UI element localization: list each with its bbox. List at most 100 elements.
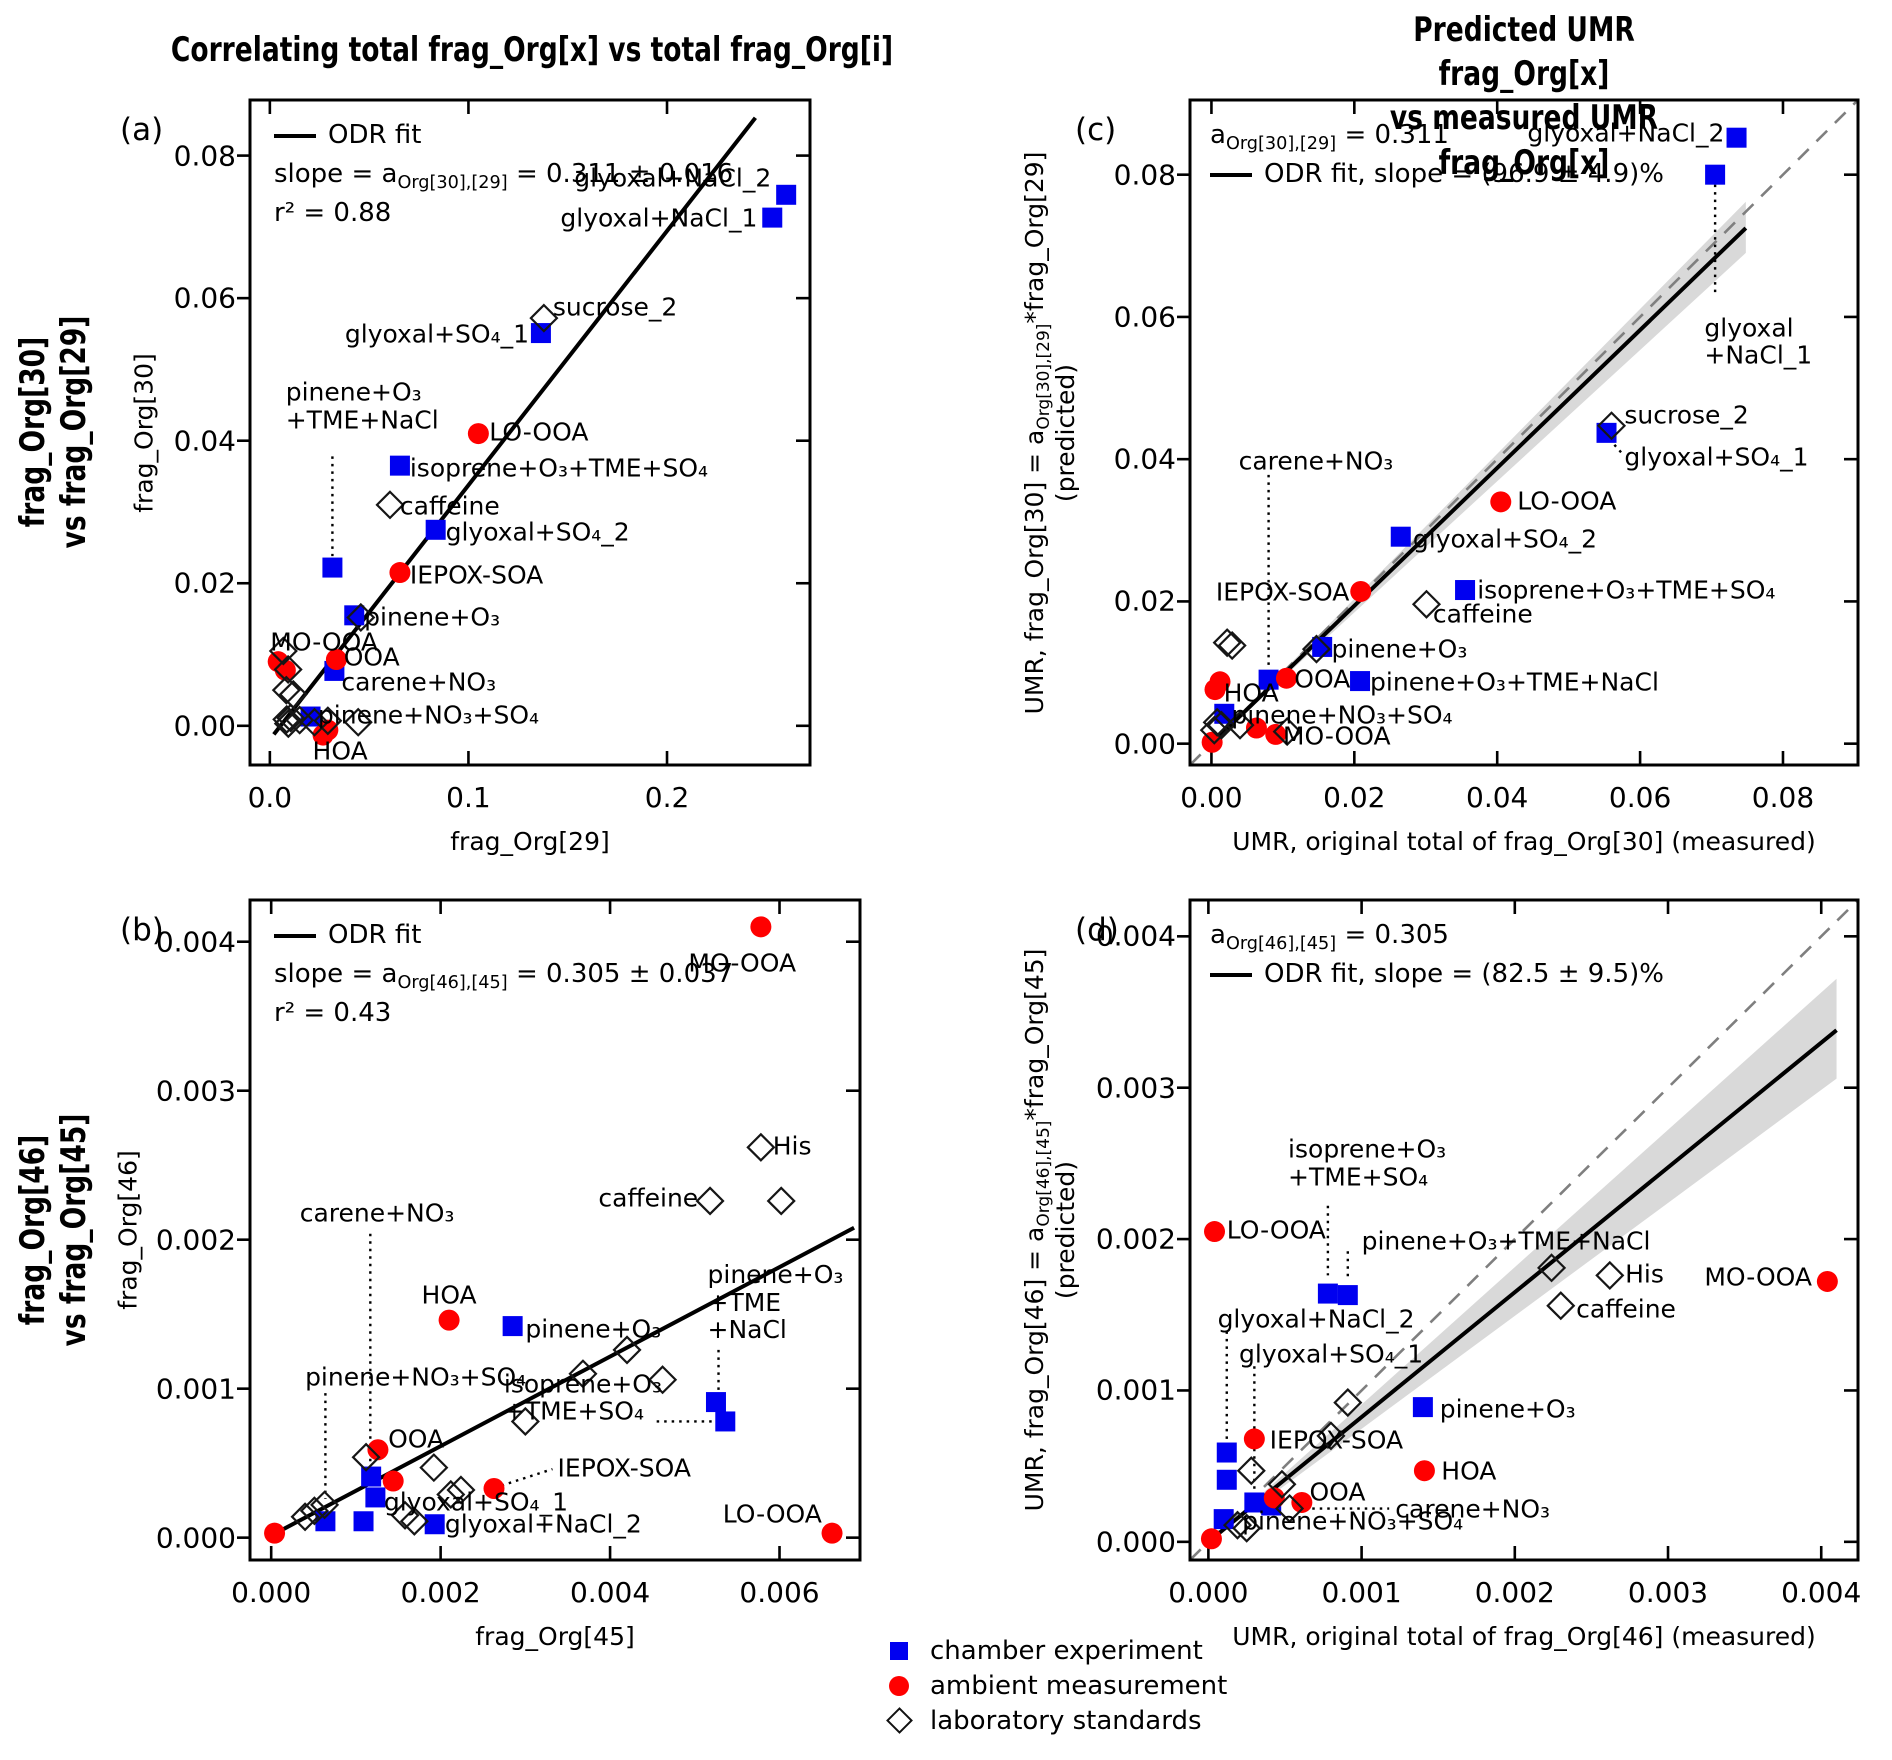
panel-letter-a: (a): [120, 112, 164, 148]
point-label: caffeine: [598, 1183, 699, 1213]
annotation-line: ODR fit: [274, 116, 733, 155]
annotation-text: ODR fit, slope = (82.5 ± 9.5)%: [1264, 959, 1664, 989]
marker-ambient-sample: [1204, 679, 1226, 701]
annotation-text: r² = 0.88: [274, 198, 392, 228]
marker-standard-sample: [1267, 1469, 1297, 1499]
legend-label-ambient: ambient measurement: [930, 1670, 1228, 1701]
point-label: OOA: [1309, 1477, 1366, 1507]
point-label: pinene+O₃+TME+NaCl: [285, 377, 439, 435]
plot-frame: [248, 898, 862, 1562]
plot-frame: [248, 98, 812, 767]
marker-standard-sample: [346, 602, 376, 633]
point-label: glyoxal+NaCl_1: [1704, 313, 1813, 370]
ambient-circle-icon: [878, 1675, 920, 1696]
y-tick-label: 0.001: [155, 1372, 236, 1406]
point-label: isoprene+O₃+TME+SO₄: [1477, 575, 1776, 605]
point-label: OOA: [388, 1424, 445, 1454]
y-tick-label: 0.04: [173, 424, 236, 458]
point-label: pinene+NO₃+SO₄: [1242, 1505, 1464, 1535]
marker-standard-sample: [510, 1406, 540, 1437]
panel-letter-c: (c): [1075, 112, 1117, 148]
y-tick-label: 0.001: [1095, 1373, 1176, 1407]
x-tick-label: 0.06: [1608, 781, 1672, 814]
marker-standard-sample: [1199, 715, 1229, 745]
x-tick-label: 0.000: [231, 1576, 312, 1609]
x-tick-label: 0.002: [1474, 1576, 1555, 1609]
point-label: glyoxal+NaCl_2: [1217, 1304, 1415, 1334]
point-label: glyoxal+NaCl_1: [560, 202, 758, 232]
marker-chamber-pinene+O3: [1312, 636, 1333, 657]
marker-ambient-sample: [317, 719, 339, 741]
marker-chamber-glyoxal+NaCl_2: [1726, 127, 1747, 148]
point-label: IEPOX-SOA: [1215, 577, 1350, 607]
marker-standard-His: [1595, 1260, 1625, 1290]
y-tick-label: 0.003: [155, 1074, 236, 1108]
marker-ambient-HOA: [438, 1309, 460, 1331]
marker-standard-sample: [273, 654, 303, 685]
annotation-line: slope = aOrg[30],[29] = 0.311 ± 0.016: [274, 155, 733, 194]
marker-standard-sample: [1316, 1421, 1346, 1451]
marker-standard-sample: [1272, 717, 1302, 747]
y-tick-label: 0.004: [1095, 919, 1176, 953]
x-tick-label: 0.2: [644, 781, 690, 814]
x-tick-label: 0.002: [400, 1576, 481, 1609]
y-tick-label: 0.04: [1113, 442, 1176, 476]
marker-chamber-carene+NO3: [1258, 669, 1279, 690]
y-tick-label: 0.004: [155, 925, 236, 959]
plot-frame: [1188, 898, 1860, 1562]
marker-chamber-pinene+NO3+SO4: [1213, 1509, 1234, 1530]
panel-d-annotations: aOrg[46],[45] = 0.305 ODR fit, slope = (8…: [1210, 916, 1664, 994]
y-tick-label: 0.000: [1095, 1525, 1176, 1559]
point-label: OOA: [343, 642, 400, 672]
point-label: pinene+O₃+TME+NaCl: [1370, 667, 1659, 697]
point-label: pinene+NO₃+SO₄: [317, 700, 540, 730]
y-tick-label: 0.000: [155, 1521, 236, 1555]
legend-item-chamber: chamber experiment: [878, 1633, 1227, 1668]
annotation-line: ODR fit, slope = (82.5 ± 9.5)%: [1210, 955, 1664, 994]
point-label: pinene+NO₃+SO₄: [1231, 700, 1453, 730]
annotation-line: slope = aOrg[46],[45] = 0.305 ± 0.037: [274, 955, 733, 994]
point-label: glyoxal+SO₄_2: [445, 517, 630, 547]
point-label: glyoxal+SO₄_2: [1412, 524, 1598, 554]
marker-standard-sample: [1301, 634, 1332, 664]
x-tick-label: 0.0: [247, 781, 293, 814]
marker-ambient-OOA: [325, 649, 347, 671]
marker-chamber-glyoxal+NaCl_1: [762, 207, 783, 228]
label-leader-line: [1608, 438, 1623, 454]
marker-standard-sample: [446, 1475, 476, 1505]
annotation-text: ODR fit, slope = (96.9 ± 4.9)%: [1264, 159, 1664, 189]
marker-standard-sample: [612, 1335, 642, 1365]
legend-label-standards: laboratory standards: [930, 1705, 1202, 1736]
marker-standard-sample: [568, 1359, 598, 1389]
point-label: pinene+NO₃+SO₄: [305, 1361, 527, 1391]
marker-standard-caffeine: [1411, 589, 1442, 619]
marker-standard-sample: [268, 636, 298, 666]
marker-standard-sample: [309, 1490, 340, 1520]
marker-chamber-pinene+O3: [1412, 1397, 1433, 1418]
fit-line-sample-icon: [1210, 172, 1252, 177]
point-label: LO-OOA: [489, 417, 589, 447]
marker-standard-sucrose_2: [1596, 411, 1627, 441]
marker-ambient-IEPOX-SOA: [1243, 1428, 1265, 1450]
panel-letter-b: (b): [120, 912, 164, 948]
marker-ambient-LO-OOA: [467, 423, 489, 445]
legend-item-ambient: ambient measurement: [878, 1668, 1227, 1703]
left-column-title: Correlating total frag_Org[x] vs total f…: [170, 30, 894, 70]
point-label: carene+NO₃: [299, 1198, 455, 1228]
point-label: caffeine: [1432, 598, 1533, 628]
point-label: carene+NO₃: [1395, 1493, 1551, 1523]
annotation-line: ODR fit, slope = (96.9 ± 4.9)%: [1210, 155, 1664, 194]
marker-ambient-OOA: [1275, 667, 1297, 689]
marker-chamber-glyoxal+NaCl_2: [424, 1514, 445, 1535]
y-tick-label: 0.002: [1095, 1222, 1176, 1256]
marker-ambient-LO-OOA: [1204, 1221, 1226, 1243]
marker-chamber-isoprene+O3+TME+SO4: [1455, 580, 1476, 601]
marker-chamber-sample: [1216, 1469, 1237, 1490]
point-label: pinene+O₃+TME+NaCl: [1361, 1225, 1651, 1255]
point-label: IEPOX-SOA: [409, 559, 544, 589]
point-label: glyoxal+SO₄_1: [1239, 1339, 1424, 1369]
marker-standard-sample: [1236, 1456, 1266, 1486]
y-tick-label: 0.02: [173, 566, 236, 600]
point-label: His: [1625, 1259, 1664, 1289]
legend-item-standards: laboratory standards: [878, 1703, 1227, 1738]
